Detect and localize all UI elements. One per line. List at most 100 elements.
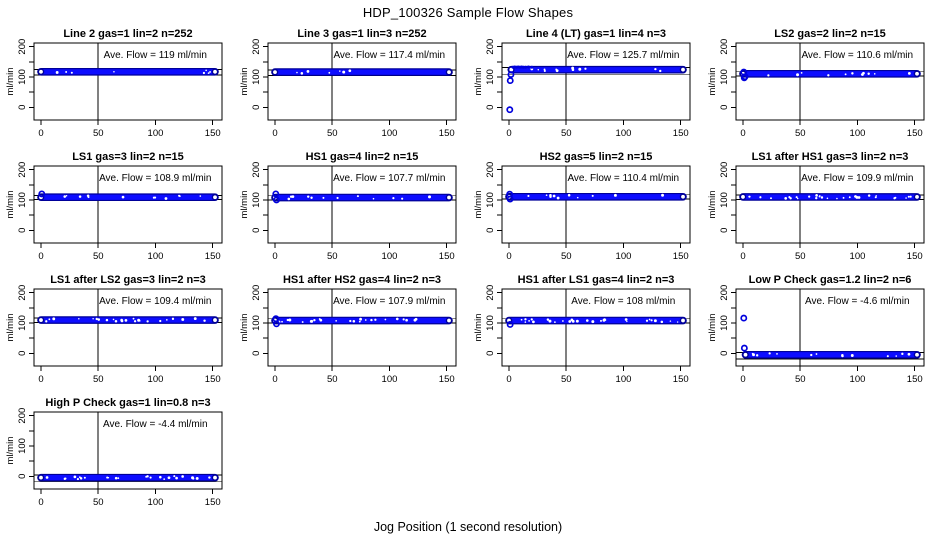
band-gap [322, 196, 325, 199]
x-tick-label: 100 [148, 374, 164, 385]
band-gap [114, 476, 118, 480]
band-gap [139, 320, 141, 322]
band-gap [202, 71, 206, 75]
band-gap [755, 354, 759, 357]
band-gap [342, 70, 346, 74]
band-gap [45, 320, 48, 323]
band-gap [352, 319, 356, 323]
panels-grid: Line 2 gas=1 lin=2 n=252 0 100 200 ml/min 0 50… [0, 25, 936, 517]
band-gap [181, 475, 184, 478]
band-gap [767, 74, 770, 77]
band-end-point [913, 351, 921, 359]
y-axis-label: ml/min [473, 68, 484, 96]
band-gap [384, 318, 387, 321]
band-gap [905, 197, 907, 199]
x-tick-label: 50 [561, 374, 572, 385]
band-gap [532, 320, 535, 324]
band-gap [661, 193, 665, 197]
band-gap [79, 477, 83, 480]
x-tick-label: 50 [561, 128, 572, 139]
x-tick-label: 0 [506, 251, 511, 262]
band-end-point [739, 193, 747, 201]
x-tick-label: 0 [506, 128, 511, 139]
band-gap [65, 70, 68, 73]
band-gap [549, 195, 552, 198]
band-gap [291, 195, 295, 198]
band-end-point [211, 474, 219, 481]
band-end-point [742, 351, 749, 359]
y-tick-label: 200 [17, 285, 28, 301]
band-gap [578, 67, 582, 71]
ave-flow-annotation: Ave. Flow = 109.4 ml/min [99, 296, 211, 307]
ave-flow-annotation: Ave. Flow = 107.7 ml/min [333, 173, 445, 184]
band-gap [392, 197, 395, 200]
band-gap [561, 320, 564, 322]
band-gap [768, 352, 771, 355]
band-gap [356, 195, 359, 198]
band-gap [55, 71, 59, 74]
band-gap [146, 320, 149, 323]
x-tick-label: 150 [907, 251, 923, 262]
band-gap [748, 195, 751, 198]
x-tick-label: 150 [439, 128, 455, 139]
panel-title: LS1 after LS2 gas=3 lin=2 n=3 [50, 274, 206, 286]
y-axis-label: ml/min [473, 314, 484, 342]
panel-title: LS1 gas=3 lin=2 n=15 [72, 151, 184, 163]
band-gap [907, 195, 910, 198]
x-tick-label: 100 [616, 374, 632, 385]
ave-flow-annotation: Ave. Flow = 117.4 ml/min [333, 50, 445, 61]
band-gap [300, 72, 304, 75]
y-tick-label: 0 [719, 351, 730, 356]
plot-box [33, 165, 223, 244]
panel-hs1-after-hs2-gas-4-lin-2-n-3: HS1 after HS2 gas=4 lin=2 n=3 0 100 200 ml/m… [239, 274, 457, 385]
y-tick-label: 100 [719, 315, 730, 331]
band-end-point [445, 194, 453, 201]
y-tick-label: 0 [17, 351, 28, 356]
band-gap [121, 195, 125, 199]
outlier-point [38, 190, 46, 198]
band-gap [676, 321, 679, 323]
outlier-point [273, 320, 280, 328]
y-axis-label: ml/min [707, 191, 718, 219]
band-gap [164, 197, 168, 200]
x-tick-label: 0 [272, 128, 277, 139]
band-gap [827, 74, 830, 77]
band-gap [650, 319, 653, 322]
band-gap [548, 319, 552, 323]
band-gap [95, 317, 98, 321]
band-gap [867, 194, 871, 197]
band-gap [524, 321, 527, 323]
band-gap [815, 196, 818, 200]
y-tick-label: 0 [251, 105, 262, 110]
band-gap [83, 476, 86, 479]
plot-box [501, 165, 691, 244]
x-tick-label: 100 [148, 251, 164, 262]
band-gap [901, 352, 904, 355]
band-gap [319, 318, 323, 322]
y-tick-label: 0 [719, 228, 730, 233]
panel-high-p-check-gas-1-lin-0-8-n-3: High P Check gas=1 lin=0.8 n=3 0 100 200 ml/… [5, 397, 223, 508]
ave-flow-annotation: Ave. Flow = -4.6 ml/min [805, 296, 910, 307]
plot-box [267, 42, 457, 121]
plot-box [735, 165, 925, 244]
y-tick-label: 100 [17, 192, 28, 208]
band-gap [309, 320, 313, 323]
band-gap [78, 195, 82, 198]
band-gap [86, 194, 90, 198]
y-axis-label: ml/min [473, 191, 484, 219]
band-end-point [679, 317, 687, 324]
y-tick-label: 200 [485, 285, 496, 301]
y-tick-label: 0 [17, 228, 28, 233]
plot-box [33, 288, 223, 367]
band-gap [45, 476, 49, 479]
band-gap [97, 318, 101, 321]
outlier-point [273, 196, 280, 204]
band-gap [795, 196, 798, 199]
x-tick-label: 150 [205, 128, 221, 139]
band-gap [626, 320, 628, 323]
data-point [526, 65, 530, 69]
band-gap [784, 197, 788, 200]
band-gap [70, 71, 73, 74]
band-gap [808, 195, 811, 198]
